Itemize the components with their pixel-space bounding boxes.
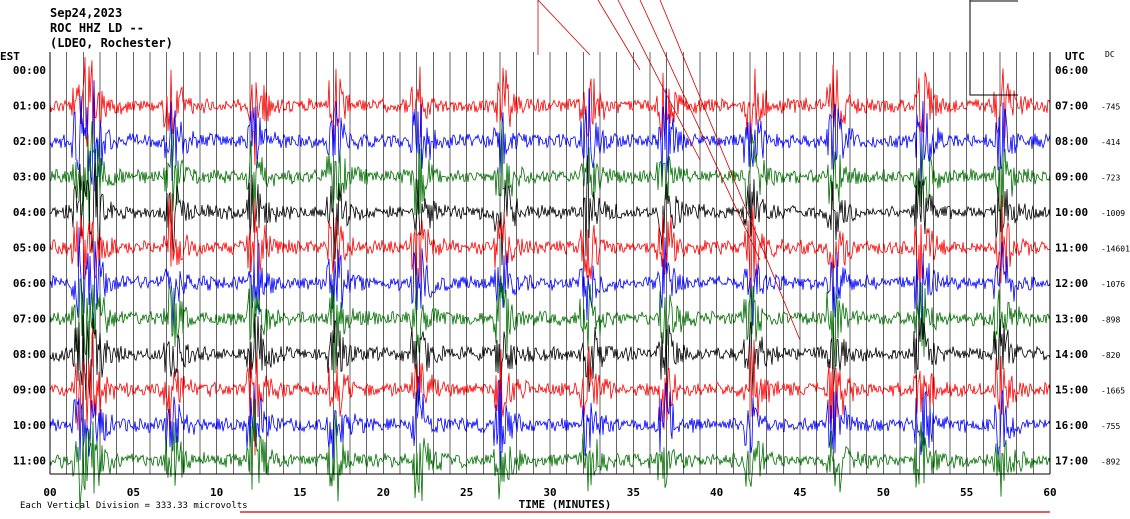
x-tick-label: 00 [43,486,56,499]
time-grid [49,52,1051,474]
trace-row-0200 [49,80,1051,192]
est-tick-label: 00:00 [13,64,46,77]
est-tick-label: 03:00 [13,171,46,184]
dc-title: DC [1105,50,1115,59]
arrival-marker-line [617,0,701,161]
arrival-marker-line [639,0,761,261]
x-tick-label: 50 [877,486,890,499]
trace-row-0100 [49,56,1051,166]
est-tick-label: 11:00 [13,455,46,468]
x-tick-label: 30 [543,486,556,499]
dc-value-label: -1009 [1101,209,1125,218]
axis-labels: EST UTC DC 00:00 06:00 01:00 07:00 -745 02:00 08:… [0,50,1130,511]
est-tick-label: 01:00 [13,100,46,113]
est-tick-label: 07:00 [13,313,46,326]
trace-row-0800 [49,313,1051,408]
dc-value-label: -1665 [1101,387,1125,396]
dc-value-label: -892 [1101,458,1120,467]
dc-value-label: -820 [1101,351,1120,360]
header-network: (LDEO, Rochester) [50,36,173,50]
utc-tick-label: 17:00 [1055,455,1088,468]
x-tick-label: 60 [1043,486,1056,499]
utc-tick-label: 10:00 [1055,206,1088,219]
dc-value-label: -414 [1101,138,1120,147]
trace-row-0400 [49,155,1051,266]
x-tick-label: 25 [460,486,473,499]
est-tick-label: 02:00 [13,135,46,148]
x-axis-title: TIME (MINUTES) [519,498,612,511]
arrival-marker-line [537,0,591,56]
dc-value-label: -723 [1101,174,1120,183]
utc-tick-label: 08:00 [1055,135,1088,148]
trace-row-1100 [49,399,1051,510]
trace-row-0500 [49,193,1051,298]
trace-row-0600 [49,227,1051,343]
marker-bracket [969,0,1018,96]
utc-tick-label: 06:00 [1055,64,1088,77]
dc-value-label: -898 [1101,316,1120,325]
utc-tick-label: 07:00 [1055,100,1088,113]
est-tick-label: 08:00 [13,348,46,361]
utc-tick-label: 09:00 [1055,171,1088,184]
dc-value-label: -1076 [1101,280,1125,289]
scale-footer: Each Vertical Division = 333.33 microvol… [20,501,248,511]
utc-tick-label: 15:00 [1055,384,1088,397]
x-tick-label: 20 [377,486,390,499]
utc-tick-label: 12:00 [1055,277,1088,290]
utc-tick-label: 14:00 [1055,348,1088,361]
est-tick-label: 05:00 [13,242,46,255]
seismic-traces [49,56,1051,510]
x-tick-label: 35 [627,486,640,499]
arrival-marker-line [597,0,641,71]
dc-value-label: -1460100 [1101,245,1130,254]
right-axis-title: UTC [1065,50,1085,63]
x-tick-label: 55 [960,486,973,499]
event-markers [537,0,1018,341]
trace-row-1000 [49,375,1051,470]
x-tick-label: 40 [710,486,723,499]
left-axis-title: EST [0,50,20,63]
trace-row-0300 [49,120,1051,229]
chart-frame [49,52,1051,513]
trace-row-0700 [49,275,1051,374]
header-station: ROC HHZ LD -- [50,21,144,35]
est-tick-label: 09:00 [13,384,46,397]
header-date: Sep24,2023 [50,6,123,20]
arrival-marker-line [659,0,801,341]
x-tick-label: 45 [793,486,806,499]
dc-value-label: -745 [1101,103,1120,112]
x-tick-label: 05 [127,486,140,499]
utc-tick-label: 13:00 [1055,313,1088,326]
est-tick-label: 10:00 [13,419,46,432]
trace-row-0900 [49,330,1051,456]
utc-tick-label: 16:00 [1055,419,1088,432]
dc-value-label: -755 [1101,422,1120,431]
est-tick-label: 04:00 [13,206,46,219]
utc-tick-label: 11:00 [1055,242,1088,255]
x-tick-label: 15 [293,486,306,499]
est-tick-label: 06:00 [13,277,46,290]
x-tick-label: 10 [210,486,223,499]
